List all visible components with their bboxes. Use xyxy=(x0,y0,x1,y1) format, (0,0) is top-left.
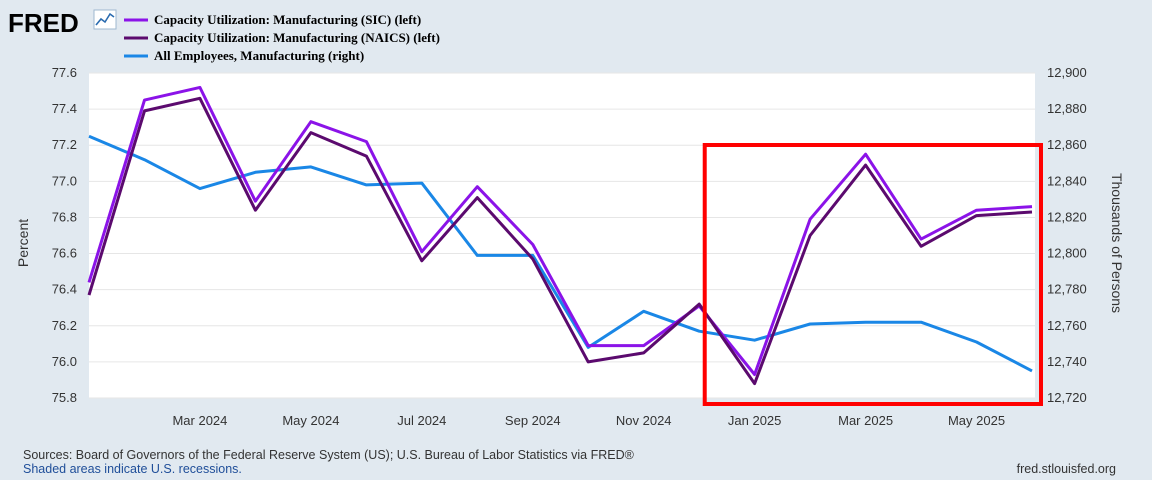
highlight-box xyxy=(702,143,1043,406)
x-tick-label: Sep 2024 xyxy=(505,413,561,428)
right-axis-ticks: 12,900 12,880 12,860 12,840 12,820 12,800 12,7… xyxy=(1047,65,1087,405)
left-axis-ticks: 77.6 77.4 77.2 77.0 76.8 76.6 76.4 76.2 76.0 75.8 xyxy=(52,65,77,405)
right-tick-label: 12,760 xyxy=(1047,318,1087,333)
x-tick-label: May 2024 xyxy=(282,413,339,428)
left-tick-label: 76.6 xyxy=(52,246,77,261)
right-tick-label: 12,740 xyxy=(1047,354,1087,369)
x-tick-label: Jan 2025 xyxy=(728,413,782,428)
x-axis-ticks: Mar 2024 May 2024 Jul 2024 Sep 2024 Nov 2024… xyxy=(172,413,1005,428)
x-tick-label: Mar 2025 xyxy=(838,413,893,428)
right-tick-label: 12,900 xyxy=(1047,65,1087,80)
right-tick-label: 12,880 xyxy=(1047,101,1087,116)
grid-lines xyxy=(89,72,1035,399)
right-tick-label: 12,820 xyxy=(1047,209,1087,224)
right-axis-title: Thousands of Persons xyxy=(1109,173,1125,313)
left-tick-label: 77.4 xyxy=(52,101,77,116)
x-tick-label: May 2025 xyxy=(948,413,1005,428)
left-tick-label: 76.8 xyxy=(52,209,77,224)
x-tick-label: Mar 2024 xyxy=(172,413,227,428)
legend: Capacity Utilization: Manufacturing (SIC… xyxy=(124,12,440,63)
legend-label-naics: Capacity Utilization: Manufacturing (NAI… xyxy=(154,30,440,45)
x-tick-label: Jul 2024 xyxy=(397,413,446,428)
plot-area xyxy=(89,73,1035,398)
series-line-sic xyxy=(87,85,1033,376)
series-lines xyxy=(87,85,1033,386)
x-tick-label: Nov 2024 xyxy=(616,413,672,428)
footer-site-link[interactable]: fred.stlouisfed.org xyxy=(1017,462,1116,476)
left-tick-label: 77.0 xyxy=(52,173,77,188)
left-tick-label: 76.4 xyxy=(52,282,77,297)
left-axis-title: Percent xyxy=(15,219,31,267)
footer-sources: Sources: Board of Governors of the Feder… xyxy=(23,448,635,462)
right-tick-label: 12,860 xyxy=(1047,137,1087,152)
series-line-employees xyxy=(88,134,1033,373)
legend-label-employees: All Employees, Manufacturing (right) xyxy=(154,48,364,63)
right-tick-label: 12,720 xyxy=(1047,390,1087,405)
fred-logo[interactable]: FRED xyxy=(8,8,79,38)
right-tick-label: 12,840 xyxy=(1047,173,1087,188)
left-tick-label: 77.2 xyxy=(52,137,77,152)
left-tick-label: 75.8 xyxy=(52,390,77,405)
series-line-naics xyxy=(87,96,1033,386)
right-tick-label: 12,800 xyxy=(1047,246,1087,261)
legend-label-sic: Capacity Utilization: Manufacturing (SIC… xyxy=(154,12,421,27)
left-tick-label: 76.2 xyxy=(52,318,77,333)
left-tick-label: 76.0 xyxy=(52,354,77,369)
fred-graph-icon xyxy=(93,9,117,30)
footer-recessions-note[interactable]: Shaded areas indicate U.S. recessions. xyxy=(23,462,242,476)
left-tick-label: 77.6 xyxy=(52,65,77,80)
right-tick-label: 12,780 xyxy=(1047,282,1087,297)
